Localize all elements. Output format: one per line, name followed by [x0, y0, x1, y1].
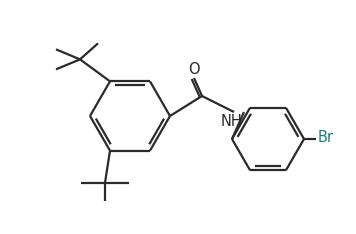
Text: O: O — [188, 62, 200, 77]
Text: Br: Br — [318, 131, 334, 146]
Text: NH: NH — [221, 113, 243, 128]
